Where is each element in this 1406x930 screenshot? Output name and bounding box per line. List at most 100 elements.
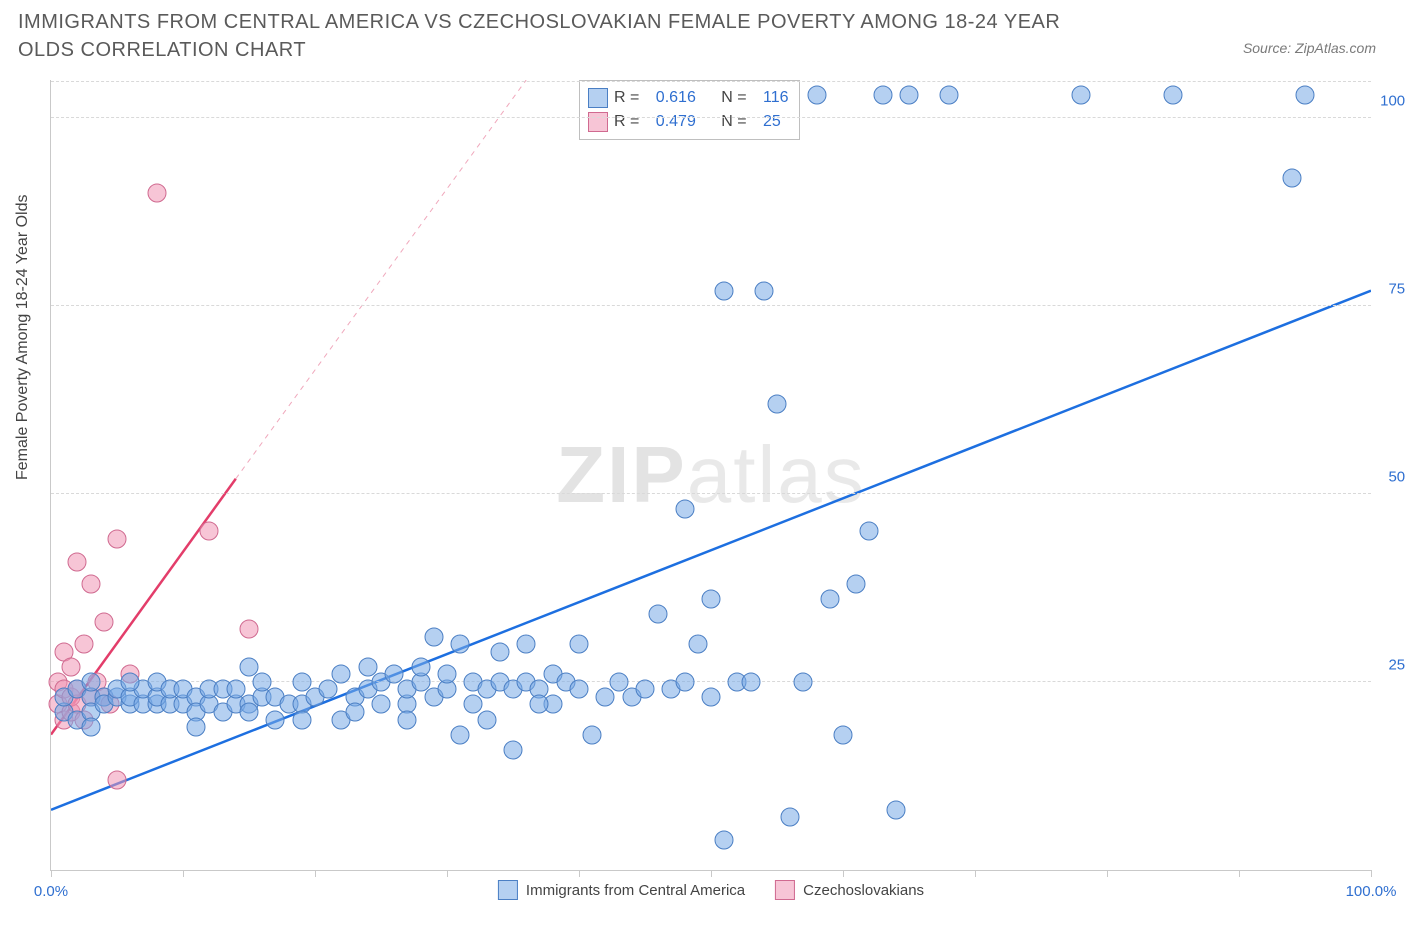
marker-blue [372, 695, 391, 714]
marker-pink [61, 657, 80, 676]
legend-swatch-pink [775, 880, 795, 900]
source-label: Source: ZipAtlas.com [1243, 40, 1376, 56]
marker-blue [688, 635, 707, 654]
marker-blue [847, 575, 866, 594]
grid-line [51, 681, 1371, 682]
marker-blue [675, 499, 694, 518]
marker-blue [477, 710, 496, 729]
trend-lines [51, 80, 1371, 870]
marker-blue [1282, 168, 1301, 187]
n-label: N = [721, 86, 746, 110]
marker-blue [675, 672, 694, 691]
marker-blue [715, 281, 734, 300]
marker-pink [68, 552, 87, 571]
marker-blue [464, 695, 483, 714]
marker-blue [636, 680, 655, 699]
marker-blue [451, 725, 470, 744]
y-axis-label: Female Poverty Among 18-24 Year Olds [14, 195, 32, 481]
marker-blue [319, 680, 338, 699]
y-tick-label: 100.0% [1376, 92, 1406, 109]
watermark-light: atlas [687, 430, 866, 519]
marker-blue [807, 86, 826, 105]
marker-blue [715, 830, 734, 849]
marker-pink [200, 522, 219, 541]
marker-blue [570, 680, 589, 699]
marker-blue [411, 657, 430, 676]
legend-swatch-blue [498, 880, 518, 900]
marker-blue [345, 703, 364, 722]
marker-blue [649, 605, 668, 624]
legend-stats: R = 0.616 N = 116R = 0.479 N = 25 [579, 80, 800, 140]
marker-blue [240, 703, 259, 722]
marker-blue [702, 590, 721, 609]
x-tick [975, 870, 976, 877]
marker-pink [108, 529, 127, 548]
chart-title: IMMIGRANTS FROM CENTRAL AMERICA VS CZECH… [18, 8, 1118, 64]
marker-blue [438, 665, 457, 684]
marker-blue [583, 725, 602, 744]
legend-series: Immigrants from Central America Czechoslo… [498, 880, 924, 900]
marker-pink [108, 770, 127, 789]
marker-blue [451, 635, 470, 654]
marker-blue [886, 800, 905, 819]
marker-blue [121, 672, 140, 691]
marker-blue [517, 635, 536, 654]
marker-pink [147, 183, 166, 202]
marker-blue [292, 710, 311, 729]
marker-blue [187, 718, 206, 737]
marker-blue [596, 687, 615, 706]
legend-stat-row: R = 0.479 N = 25 [588, 110, 789, 134]
marker-blue [754, 281, 773, 300]
grid-line [51, 117, 1371, 118]
marker-pink [94, 612, 113, 631]
marker-blue [834, 725, 853, 744]
marker-blue [504, 740, 523, 759]
r-value: 0.479 [656, 110, 696, 134]
marker-pink [240, 620, 259, 639]
legend-swatch-pink [588, 112, 608, 132]
x-tick [579, 870, 580, 877]
grid-line [51, 305, 1371, 306]
y-tick-label: 25.0% [1376, 656, 1406, 673]
watermark: ZIPatlas [556, 429, 865, 521]
x-tick [51, 870, 52, 877]
marker-blue [81, 718, 100, 737]
legend-stat-row: R = 0.616 N = 116 [588, 86, 789, 110]
marker-blue [398, 710, 417, 729]
marker-blue [860, 522, 879, 541]
marker-blue [240, 657, 259, 676]
x-tick [1371, 870, 1372, 877]
marker-blue [820, 590, 839, 609]
x-tick-label: 100.0% [1346, 883, 1397, 900]
marker-blue [266, 710, 285, 729]
watermark-bold: ZIP [556, 430, 686, 519]
y-tick-label: 75.0% [1376, 280, 1406, 297]
legend-item-blue: Immigrants from Central America [498, 880, 745, 900]
n-label: N = [721, 110, 746, 134]
n-value: 25 [763, 110, 781, 134]
marker-blue [794, 672, 813, 691]
marker-blue [702, 687, 721, 706]
legend-swatch-blue [588, 88, 608, 108]
marker-pink [75, 635, 94, 654]
scatter-plot: ZIPatlas R = 0.616 N = 116R = 0.479 N = … [50, 80, 1371, 871]
legend-label: Immigrants from Central America [526, 882, 745, 899]
marker-blue [873, 86, 892, 105]
marker-blue [900, 86, 919, 105]
x-tick [183, 870, 184, 877]
y-tick-label: 50.0% [1376, 468, 1406, 485]
marker-blue [1164, 86, 1183, 105]
marker-pink [81, 575, 100, 594]
n-value: 116 [763, 86, 789, 110]
grid-line [51, 81, 1371, 82]
x-tick-label: 0.0% [34, 883, 68, 900]
r-label: R = [614, 86, 639, 110]
r-label: R = [614, 110, 639, 134]
marker-blue [1296, 86, 1315, 105]
legend-item-pink: Czechoslovakians [775, 880, 924, 900]
x-tick [315, 870, 316, 877]
marker-blue [424, 627, 443, 646]
r-value: 0.616 [656, 86, 696, 110]
x-tick [711, 870, 712, 877]
marker-blue [741, 672, 760, 691]
